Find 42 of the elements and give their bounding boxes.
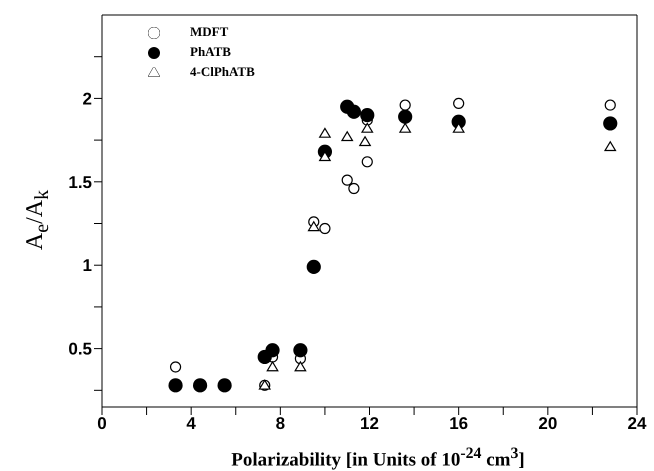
y-tick-label: 1 <box>82 256 92 276</box>
point <box>359 136 371 146</box>
point <box>319 222 331 234</box>
x-tick-label: 4 <box>186 414 196 434</box>
x-tick-label: 8 <box>276 414 286 434</box>
point <box>170 361 182 373</box>
point <box>293 343 308 358</box>
y-tick-label: 1.5 <box>68 172 92 192</box>
y-tick-label: 2 <box>82 89 92 108</box>
point <box>168 378 183 392</box>
x-tick-label: 24 <box>628 414 647 434</box>
point <box>399 122 412 133</box>
point <box>319 128 331 138</box>
point <box>306 260 321 274</box>
point <box>603 116 618 131</box>
point <box>400 99 411 111</box>
point <box>362 156 373 168</box>
legend-label: MDFT <box>190 24 228 39</box>
point <box>360 108 374 122</box>
point <box>192 378 208 392</box>
point <box>346 104 361 119</box>
point <box>348 182 360 194</box>
point <box>294 361 306 372</box>
x-axis-title: Polarizability [in Units of 10$^{-24}$ cm$^{3}$] <box>230 444 526 471</box>
legend-label: PhATB <box>190 44 231 59</box>
x-tick-label: 16 <box>449 414 468 434</box>
point <box>266 361 278 372</box>
point <box>453 98 464 110</box>
x-tick-label: 20 <box>538 414 558 434</box>
x-tick-label: 0 <box>97 414 107 434</box>
x-tick-label: 12 <box>360 414 379 434</box>
legend-label: 4-ClPhATB <box>190 64 255 79</box>
point <box>265 343 280 358</box>
y-tick-label: 0.5 <box>68 340 92 359</box>
point <box>604 99 616 111</box>
point <box>218 378 232 392</box>
point <box>398 110 412 124</box>
point <box>308 221 320 232</box>
point <box>361 122 374 133</box>
point <box>604 141 616 152</box>
point <box>342 174 353 186</box>
point <box>341 131 354 142</box>
